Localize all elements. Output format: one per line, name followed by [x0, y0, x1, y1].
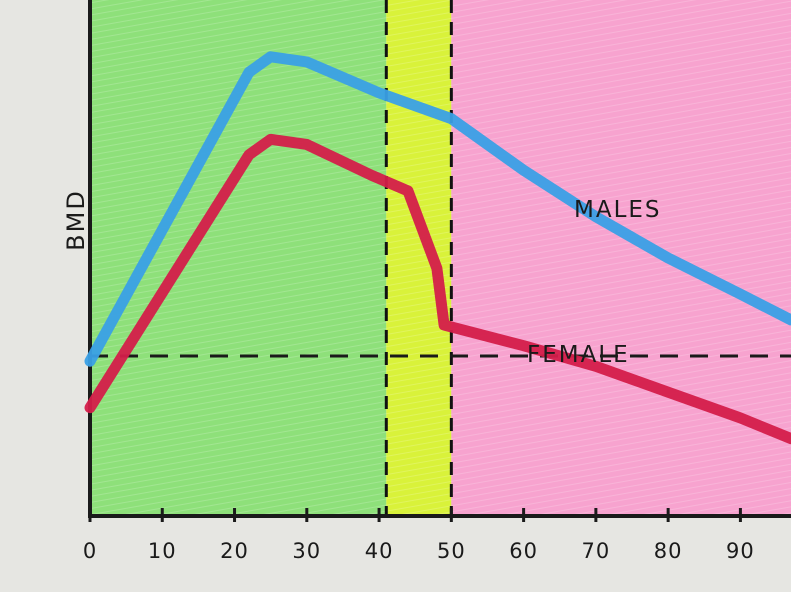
- series-label-female: FEMALE: [527, 342, 630, 368]
- series-line-males: [84, 51, 791, 367]
- x-ticks: 0 10 20 30 40 50 60 70 80 90: [83, 508, 755, 563]
- x-tick-label-80: 80: [654, 539, 683, 563]
- x-tick-label-10: 10: [148, 539, 177, 563]
- crayon-texture: [90, 0, 791, 516]
- series-label-males: MALES: [574, 197, 662, 223]
- x-tick-label-90: 90: [726, 539, 755, 563]
- labels: BMD MALES FEMALE: [62, 189, 662, 368]
- x-tick-label-0: 0: [83, 539, 97, 563]
- x-tick-label-70: 70: [582, 539, 611, 563]
- y-axis-label: BMD: [62, 189, 90, 251]
- axes: [88, 0, 791, 518]
- series-line-female: [84, 133, 791, 445]
- menopause-dashed-lines: [384, 0, 453, 516]
- series-lines: [84, 51, 791, 445]
- x-tick-label-40: 40: [365, 539, 394, 563]
- x-tick-label-60: 60: [509, 539, 538, 563]
- x-tick-label-50: 50: [437, 539, 466, 563]
- x-tick-label-20: 20: [220, 539, 249, 563]
- x-tick-label-30: 30: [292, 539, 321, 563]
